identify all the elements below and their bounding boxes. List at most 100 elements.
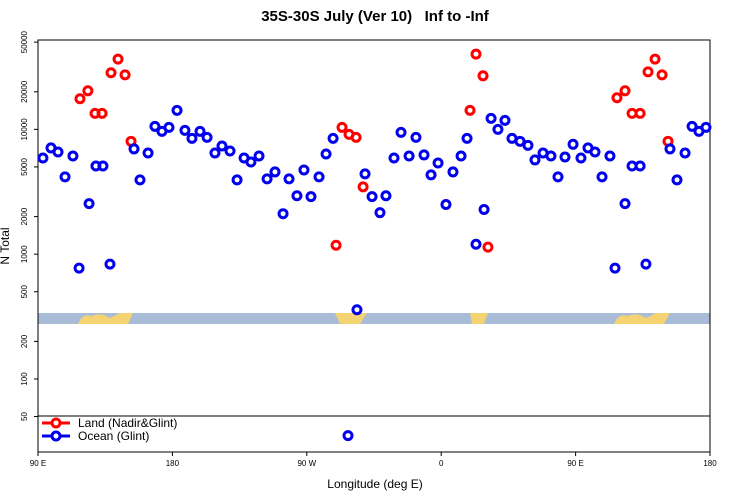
x-tick-label: 90 W	[297, 459, 316, 468]
data-point	[686, 120, 698, 132]
data-point	[545, 150, 557, 162]
data-point	[74, 93, 86, 105]
data-point	[552, 171, 564, 183]
legend-label: Ocean (Glint)	[78, 429, 149, 443]
data-point	[171, 104, 183, 116]
data-point	[313, 171, 325, 183]
data-point	[611, 92, 623, 104]
data-point	[163, 121, 175, 133]
y-tick-label: 20000	[20, 80, 29, 103]
y-tick-label: 5000	[20, 157, 29, 175]
data-point	[649, 53, 661, 65]
data-point	[224, 145, 236, 157]
data-point	[119, 69, 131, 81]
data-point	[656, 69, 668, 81]
data-point	[291, 190, 303, 202]
x-tick-label: 90 E	[30, 459, 46, 468]
legend-label: Land (Nadir&Glint)	[78, 416, 177, 430]
data-point	[514, 135, 526, 147]
data-point	[330, 239, 342, 251]
legend-marker	[50, 430, 62, 442]
data-point	[410, 131, 422, 143]
y-tick-label: 10000	[20, 118, 29, 141]
data-point	[395, 126, 407, 138]
x-tick-label: 0	[439, 459, 444, 468]
data-point	[201, 131, 213, 143]
data-point	[277, 208, 289, 220]
data-point	[499, 114, 511, 126]
data-point	[634, 107, 646, 119]
data-point	[619, 85, 631, 97]
data-point	[179, 124, 191, 136]
data-point	[351, 304, 363, 316]
data-point	[380, 190, 392, 202]
data-point	[609, 262, 621, 274]
data-point	[105, 67, 117, 79]
data-point	[432, 157, 444, 169]
data-point	[269, 166, 281, 178]
data-point	[149, 120, 161, 132]
data-point	[320, 148, 332, 160]
data-point	[470, 48, 482, 60]
data-point	[403, 150, 415, 162]
y-axis-label: N Total	[0, 227, 12, 264]
data-point	[134, 174, 146, 186]
data-point	[104, 258, 116, 270]
y-tick-label: 500	[20, 285, 29, 299]
data-point	[245, 156, 257, 168]
data-point	[464, 104, 476, 116]
data-point	[640, 258, 652, 270]
x-tick-label: 180	[703, 459, 717, 468]
data-point	[559, 151, 571, 163]
data-point	[529, 154, 541, 166]
legend-marker	[50, 417, 62, 429]
data-point	[477, 70, 489, 82]
data-point	[283, 173, 295, 185]
data-point	[522, 139, 534, 151]
data-point	[342, 430, 354, 442]
data-point	[52, 146, 64, 158]
data-point	[596, 171, 608, 183]
data-point	[679, 147, 691, 159]
data-point	[96, 107, 108, 119]
data-point	[700, 121, 712, 133]
data-point	[298, 164, 310, 176]
data-point	[97, 160, 109, 172]
data-point	[388, 152, 400, 164]
data-point	[634, 160, 646, 172]
data-point	[142, 147, 154, 159]
data-point	[567, 138, 579, 150]
data-point	[59, 171, 71, 183]
x-tick-label: 90 E	[567, 459, 583, 468]
data-point	[128, 143, 140, 155]
y-tick-label: 200	[20, 334, 29, 348]
chart-title: 35S-30S July (Ver 10) Inf to -Inf	[261, 8, 490, 25]
x-axis-label: Longitude (deg E)	[327, 477, 422, 491]
data-point	[447, 166, 459, 178]
data-point	[67, 150, 79, 162]
y-tick-label: 50	[20, 412, 29, 421]
y-tick-label: 1000	[20, 245, 29, 263]
data-point	[440, 199, 452, 211]
map-strip	[38, 313, 710, 324]
data-point	[492, 123, 504, 135]
data-point	[73, 262, 85, 274]
plot-frame	[37, 39, 711, 453]
data-point	[186, 132, 198, 144]
data-point	[327, 132, 339, 144]
data-point	[374, 207, 386, 219]
data-point	[470, 238, 482, 250]
data-point	[359, 168, 371, 180]
data-point	[619, 198, 631, 210]
data-point	[418, 149, 430, 161]
data-point	[671, 174, 683, 186]
data-point	[350, 131, 362, 143]
data-point	[261, 173, 273, 185]
data-point	[216, 140, 228, 152]
y-tick-label: 100	[20, 372, 29, 386]
data-point	[664, 143, 676, 155]
data-point	[82, 85, 94, 97]
data-point	[642, 66, 654, 78]
data-point	[336, 121, 348, 133]
